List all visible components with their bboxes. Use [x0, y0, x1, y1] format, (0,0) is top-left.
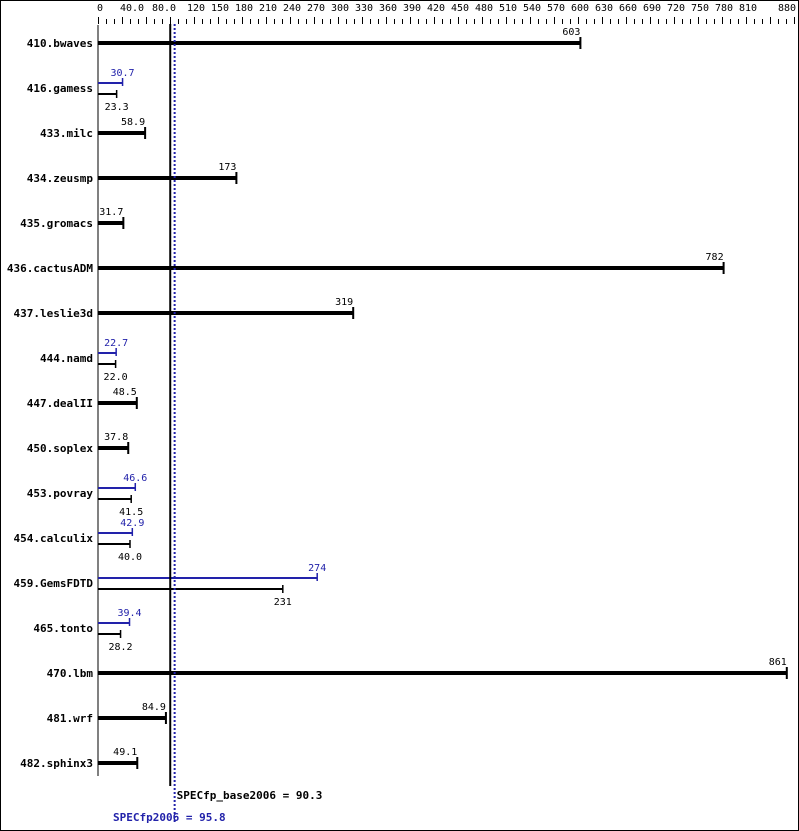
bar-base — [98, 41, 581, 45]
x-tick-label: 630 — [595, 3, 613, 14]
bar-peak — [98, 577, 318, 579]
bar-base — [98, 363, 116, 365]
x-tick-label: 510 — [499, 3, 517, 14]
category-label: 453.povray — [27, 487, 94, 500]
category-label: 465.tonto — [33, 622, 93, 635]
category-label: 434.zeusmp — [27, 172, 94, 185]
bar-base — [98, 761, 138, 765]
bar-base — [98, 446, 129, 450]
base-reference-label: SPECfp_base2006 = 90.3 — [177, 789, 323, 802]
bar-base — [98, 93, 117, 95]
x-tick-label: 390 — [403, 3, 421, 14]
category-label: 470.lbm — [47, 667, 94, 680]
x-tick-label: 0 — [97, 3, 103, 14]
bar-base — [98, 716, 166, 720]
bar-base — [98, 671, 787, 675]
bar-peak — [98, 487, 136, 489]
x-tick-label: 240 — [283, 3, 301, 14]
category-label: 482.sphinx3 — [20, 757, 93, 770]
x-tick-label: 480 — [475, 3, 493, 14]
x-tick-label: 180 — [235, 3, 253, 14]
value-label-base: 40.0 — [118, 552, 142, 563]
value-label-base: 782 — [706, 252, 724, 263]
x-tick-label: 300 — [331, 3, 349, 14]
x-tick-label: 270 — [307, 3, 325, 14]
value-label-base: 48.5 — [113, 387, 137, 398]
bar-base — [98, 588, 283, 590]
bar-base — [98, 498, 132, 500]
bar-base — [98, 221, 124, 225]
category-label: 481.wrf — [47, 712, 93, 725]
x-tick-label: 360 — [379, 3, 397, 14]
category-label: 459.GemsFDTD — [14, 577, 94, 590]
peak-reference-label: SPECfp2006 = 95.8 — [113, 811, 226, 824]
x-tick-label: 450 — [451, 3, 469, 14]
x-tick-label: 420 — [427, 3, 445, 14]
x-tick-label: 750 — [691, 3, 709, 14]
category-label: 416.gamess — [27, 82, 93, 95]
x-tick-label: 780 — [715, 3, 733, 14]
bar-peak — [98, 352, 117, 354]
x-tick-label: 810 — [739, 3, 757, 14]
category-label: 454.calculix — [14, 532, 94, 545]
x-tick-label: 660 — [619, 3, 637, 14]
x-tick-label: 330 — [355, 3, 373, 14]
value-label-base: 22.0 — [104, 372, 128, 383]
category-label: 436.cactusADM — [7, 262, 93, 275]
x-tick-label: 570 — [547, 3, 565, 14]
x-tick-label: 210 — [259, 3, 277, 14]
value-label-base: 58.9 — [121, 117, 145, 128]
bar-base — [98, 543, 130, 545]
bar-base — [98, 176, 237, 180]
bar-base — [98, 401, 137, 405]
x-tick-label: 690 — [643, 3, 661, 14]
value-label-peak: 42.9 — [120, 518, 144, 529]
x-tick-label: 120 — [187, 3, 205, 14]
value-label-peak: 39.4 — [117, 608, 141, 619]
x-tick-label: 150 — [211, 3, 229, 14]
value-label-base: 28.2 — [109, 642, 133, 653]
value-label-base: 231 — [274, 597, 292, 608]
value-label-base: 41.5 — [119, 507, 143, 518]
category-label: 410.bwaves — [27, 37, 93, 50]
value-label-base: 84.9 — [142, 702, 166, 713]
category-label: 433.milc — [40, 127, 93, 140]
bar-peak — [98, 82, 123, 84]
value-label-peak: 22.7 — [104, 338, 128, 349]
value-label-base: 31.7 — [99, 207, 123, 218]
value-label-peak: 46.6 — [123, 473, 147, 484]
x-tick-label: 600 — [571, 3, 589, 14]
bar-peak — [98, 532, 133, 534]
x-tick-label: 540 — [523, 3, 541, 14]
value-label-base: 49.1 — [113, 747, 137, 758]
bar-base — [98, 266, 724, 270]
value-label-base: 861 — [769, 657, 787, 668]
category-label: 447.dealII — [27, 397, 93, 410]
bar-peak — [98, 622, 130, 624]
x-tick-label: 80.0 — [152, 3, 176, 14]
category-label: 435.gromacs — [20, 217, 93, 230]
value-label-base: 37.8 — [104, 432, 128, 443]
bar-base — [98, 131, 146, 135]
value-label-peak: 30.7 — [111, 68, 135, 79]
bar-base — [98, 311, 354, 315]
value-label-peak: 274 — [308, 563, 326, 574]
category-label: 437.leslie3d — [14, 307, 93, 320]
category-label: 444.namd — [40, 352, 93, 365]
bar-base — [98, 633, 121, 635]
category-label: 450.soplex — [27, 442, 94, 455]
value-label-base: 23.3 — [105, 102, 129, 113]
value-label-base: 319 — [335, 297, 353, 308]
value-label-base: 603 — [562, 27, 580, 38]
x-tick-label: 880 — [778, 3, 796, 14]
x-tick-label: 40.0 — [120, 3, 144, 14]
x-tick-label: 720 — [667, 3, 685, 14]
value-label-base: 173 — [218, 162, 236, 173]
